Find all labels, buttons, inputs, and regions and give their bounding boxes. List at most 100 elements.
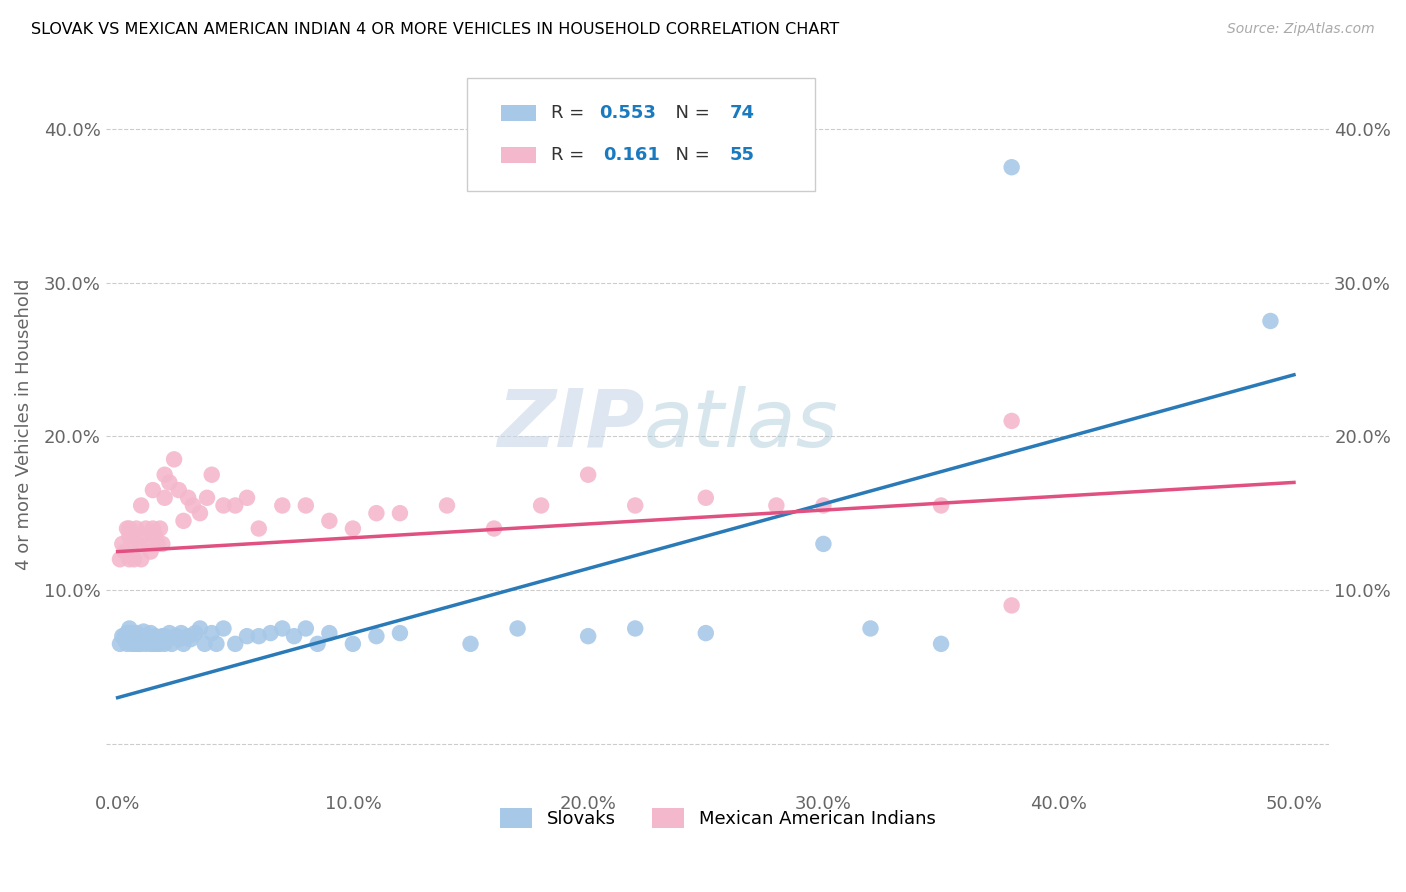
Text: ZIP: ZIP: [496, 385, 644, 464]
Point: [143, 529, 166, 543]
Text: 55: 55: [730, 145, 754, 163]
Point: [259, 626, 281, 640]
FancyBboxPatch shape: [467, 78, 815, 191]
Point: [146, 537, 169, 551]
Point: [530, 499, 553, 513]
Point: [1001, 599, 1024, 613]
Point: [194, 637, 217, 651]
Point: [146, 637, 169, 651]
Text: R =: R =: [551, 103, 589, 122]
Point: [388, 626, 411, 640]
Point: [181, 499, 204, 513]
Point: [236, 491, 259, 505]
Point: [129, 637, 152, 651]
Point: [271, 499, 294, 513]
Point: [188, 506, 211, 520]
Point: [318, 514, 340, 528]
Point: [118, 529, 141, 543]
Point: [224, 637, 246, 651]
Point: [111, 537, 134, 551]
Point: [460, 637, 482, 651]
Point: [157, 475, 180, 490]
Point: [765, 499, 787, 513]
Point: [153, 491, 176, 505]
Point: [114, 629, 136, 643]
Point: [129, 629, 152, 643]
Point: [153, 629, 176, 643]
Point: [195, 491, 218, 505]
FancyBboxPatch shape: [501, 146, 536, 162]
Text: Source: ZipAtlas.com: Source: ZipAtlas.com: [1227, 22, 1375, 37]
Point: [153, 637, 176, 651]
Point: [139, 637, 162, 651]
Point: [132, 624, 155, 639]
Point: [149, 522, 172, 536]
Point: [236, 629, 259, 643]
Point: [118, 552, 141, 566]
Point: [115, 637, 138, 651]
Point: [212, 499, 235, 513]
Point: [695, 491, 717, 505]
Point: [173, 637, 195, 651]
Text: 0.553: 0.553: [599, 103, 657, 122]
Point: [177, 491, 200, 505]
Point: [624, 622, 647, 636]
Point: [125, 637, 148, 651]
Point: [121, 637, 143, 651]
Point: [115, 522, 138, 536]
Point: [125, 522, 148, 536]
Text: atlas: atlas: [644, 385, 839, 464]
Point: [160, 637, 183, 651]
Point: [128, 637, 150, 651]
Point: [150, 629, 173, 643]
Point: [122, 552, 145, 566]
Point: [142, 637, 165, 651]
Point: [506, 622, 529, 636]
Point: [180, 632, 202, 647]
Point: [201, 467, 224, 482]
Point: [139, 544, 162, 558]
Point: [813, 537, 835, 551]
Point: [118, 622, 141, 636]
Point: [149, 637, 172, 651]
Point: [163, 452, 186, 467]
Point: [342, 637, 364, 651]
Point: [177, 629, 200, 643]
Point: [695, 626, 717, 640]
Point: [188, 622, 211, 636]
Point: [142, 522, 165, 536]
Point: [271, 622, 294, 636]
Point: [624, 499, 647, 513]
Point: [170, 626, 193, 640]
Text: 0.161: 0.161: [603, 145, 661, 163]
Point: [153, 467, 176, 482]
Point: [114, 544, 136, 558]
Point: [1260, 314, 1282, 328]
Point: [142, 483, 165, 497]
Point: [135, 629, 157, 643]
Point: [143, 629, 166, 643]
Point: [247, 629, 270, 643]
Point: [212, 622, 235, 636]
Point: [121, 537, 143, 551]
Point: [184, 626, 207, 640]
Point: [283, 629, 305, 643]
Point: [139, 626, 162, 640]
Point: [173, 514, 195, 528]
Text: R =: R =: [551, 145, 595, 163]
Point: [576, 467, 599, 482]
Point: [1001, 414, 1024, 428]
Point: [165, 629, 187, 643]
Point: [436, 499, 458, 513]
Point: [366, 506, 388, 520]
Point: [118, 522, 141, 536]
Point: [143, 637, 166, 651]
Legend: Slovaks, Mexican American Indians: Slovaks, Mexican American Indians: [492, 800, 942, 836]
Point: [142, 632, 165, 647]
Point: [929, 637, 952, 651]
Point: [859, 622, 882, 636]
Point: [114, 632, 136, 647]
Point: [205, 637, 228, 651]
Point: [295, 499, 318, 513]
Point: [122, 637, 145, 651]
